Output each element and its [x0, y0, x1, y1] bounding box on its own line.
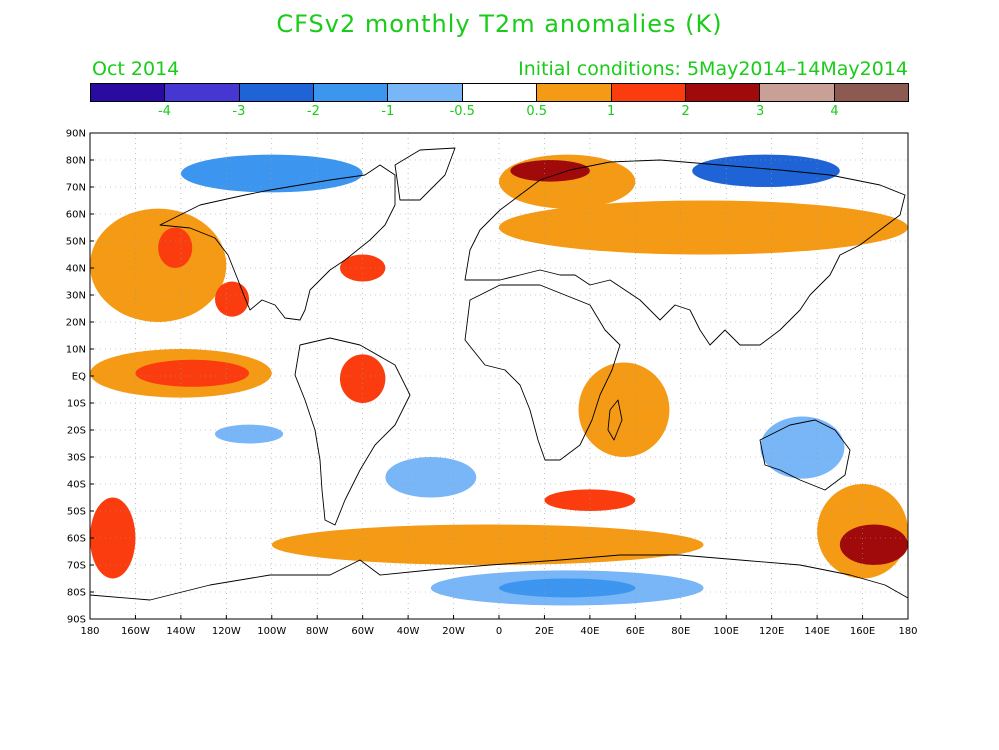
lon-tick-label: 120W: [212, 626, 241, 637]
coastlines: [90, 147, 908, 619]
lon-tick-label: 160W: [121, 626, 150, 637]
coast-north-america: [159, 164, 396, 321]
anomaly-southern-ocean-warm-west: [90, 497, 136, 579]
lat-tick-label: 80N: [66, 156, 86, 167]
anomaly-southern-ocean-belt: [271, 524, 704, 565]
anomaly-eurasia-warm: [499, 200, 908, 255]
lat-tick-label: 40S: [67, 480, 86, 491]
anomaly-enso-warm-core: [135, 359, 250, 387]
lon-tick-label: 20E: [535, 626, 554, 637]
lon-tick-label: 160E: [850, 626, 875, 637]
lon-tick-label: 40E: [580, 626, 599, 637]
colorbar: [90, 83, 909, 102]
lon-tick-label: 100E: [714, 626, 739, 637]
lat-tick-label: 50N: [66, 237, 86, 248]
lon-tick-label: 80E: [671, 626, 690, 637]
lat-tick-label: 60S: [67, 534, 86, 545]
colorbar-cell-6: [537, 84, 612, 101]
lat-tick-label: 30N: [66, 291, 86, 302]
colorbar-cell-1: [165, 84, 240, 101]
coast-eurasia: [464, 159, 906, 346]
anomaly-baja-warm: [214, 281, 250, 317]
lat-tick-label: 20N: [66, 318, 86, 329]
lat-tick-label: 50S: [67, 507, 86, 518]
lat-tick-label: 30S: [67, 453, 86, 464]
colorbar-label: 2: [681, 104, 690, 119]
map-title: CFSv2 monthly T2m anomalies (K): [276, 10, 723, 38]
colorbar-cell-7: [611, 84, 686, 101]
anomaly-south-atlantic-cool: [385, 457, 477, 498]
lat-tick-label: EQ: [72, 372, 86, 383]
lon-tick-label: 100W: [257, 626, 286, 637]
anomaly-southern-ocean-warm-mid: [544, 489, 636, 512]
lon-tick-label: 180: [80, 626, 99, 637]
coast-madagascar: [607, 399, 623, 441]
lon-tick-label: 40W: [397, 626, 420, 637]
lat-tick-label: 90S: [67, 615, 86, 626]
colorbar-label: 3: [755, 104, 765, 119]
longitude-labels: 180 160W 140W 120W 100W 80W 60W 40W 20W 0 20E 40E 60…: [80, 615, 918, 637]
lon-tick-label: 140W: [166, 626, 195, 637]
anomaly-indian-ocean-warm: [578, 362, 670, 457]
initial-conditions: Initial conditions: 5May2014–14May2014: [518, 58, 908, 80]
lon-tick-label: 80W: [306, 626, 329, 637]
colorbar-cell-0: [91, 84, 166, 101]
anomaly-south-pacific-cool: [214, 424, 284, 444]
colorbar-label: 1: [607, 104, 616, 119]
anomaly-southern-ocean-warm-core-east: [839, 524, 908, 565]
lat-tick-label: 90N: [66, 129, 86, 140]
anomaly-north-pacific-warm: [90, 208, 227, 322]
colorbar-cell-9: [760, 84, 835, 101]
colorbar-label: 0.5: [526, 104, 548, 119]
colorbar-cell-8: [685, 84, 761, 101]
lat-tick-label: 20S: [67, 426, 86, 437]
forecast-month: Oct 2014: [92, 58, 180, 80]
colorbar-cell-10: [834, 84, 908, 101]
anomaly-gulf-alaska-warm: [158, 227, 193, 268]
colorbar-label: 4: [830, 104, 839, 119]
colorbar-cell-2: [239, 84, 315, 101]
lat-tick-label: 10S: [67, 399, 86, 410]
coast-antarctica: [90, 554, 908, 619]
lat-tick-label: 60N: [66, 210, 86, 221]
latitude-labels: 90N 80N 70N 60N 50N 40N 30N 20N 10N EQ 10S 20S 30S 40…: [66, 129, 94, 626]
colorbar-label: -1: [381, 104, 395, 119]
colorbar-cell-3: [314, 84, 389, 101]
lat-tick-label: 80S: [67, 588, 86, 599]
colorbar-label: -2: [306, 104, 320, 119]
anomaly-arctic-siberia-warm-core: [510, 160, 590, 182]
lon-tick-label: 180: [898, 626, 917, 637]
lat-tick-label: 70S: [67, 561, 86, 572]
lon-tick-label: 20W: [442, 626, 465, 637]
lon-tick-label: 120E: [759, 626, 784, 637]
lon-tick-label: 60E: [626, 626, 645, 637]
coast-south-america: [294, 337, 411, 526]
coast-greenland: [394, 147, 456, 201]
lat-tick-label: 70N: [66, 183, 86, 194]
colorbar-cell-4: [388, 84, 463, 101]
colorbar-label: -4: [157, 104, 171, 119]
lon-tick-label: 0: [496, 626, 502, 637]
lon-tick-label: 60W: [351, 626, 374, 637]
colorbar-label: -0.5: [449, 104, 475, 119]
coast-australia: [759, 419, 851, 491]
coast-africa: [464, 284, 621, 461]
anomaly-antarctica-cool-core: [499, 578, 636, 598]
colorbar-label: -3: [232, 104, 246, 119]
lon-tick-label: 140E: [804, 626, 829, 637]
colorbar-cell-5: [462, 84, 538, 101]
anomaly-australia-cool: [760, 416, 845, 479]
lat-tick-label: 10N: [66, 345, 86, 356]
anomaly-arctic-east-siberia-cool: [692, 154, 840, 187]
grid-lines: [90, 133, 908, 619]
anomaly-layer: [90, 154, 908, 606]
lat-tick-label: 40N: [66, 264, 86, 275]
